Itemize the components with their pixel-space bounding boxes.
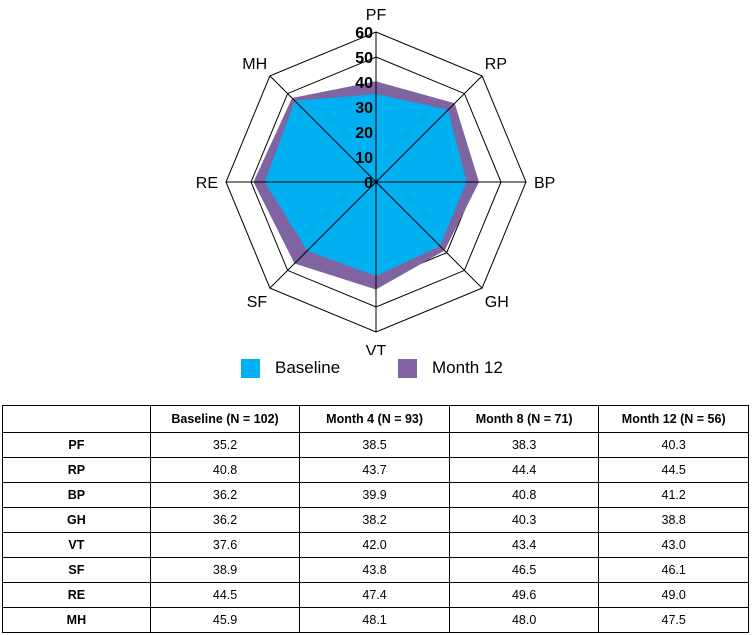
chart-legend: Baseline Month 12 [0,358,755,384]
table-header-cell: Baseline (N = 102) [149,405,301,433]
table-row: RE 44.5 47.4 49.6 49.0 [2,582,749,608]
radar-axis-label-vt: VT [366,343,387,355]
table-cell: 44.4 [448,457,600,483]
table-cell: 36.2 [149,482,301,508]
table-cell: 46.1 [598,557,749,583]
radar-axis-labels: PF RP BP GH VT SF RE MH [196,7,556,355]
radar-axis-label-sf: SF [247,294,268,311]
table-row: PF 35.2 38.5 38.3 40.3 [2,432,749,458]
data-table: Baseline (N = 102) Month 4 (N = 93) Mont… [2,405,749,633]
table-cell: 40.8 [149,457,301,483]
radar-axis-label-rp: RP [485,56,507,73]
table-cell: 38.8 [598,507,749,533]
legend-label-month12: Month 12 [432,358,503,377]
table-cell: 36.2 [149,507,301,533]
legend-label-baseline: Baseline [275,358,341,377]
table-cell: 35.2 [149,432,301,458]
radar-tick-label: 10 [355,150,373,167]
table-cell: 42.0 [299,532,450,558]
table-cell: 39.9 [299,482,450,508]
table-cell: 48.1 [299,607,450,633]
radar-area-baseline [264,94,467,276]
table-cell: 40.3 [448,507,600,533]
table-row-label: VT [2,532,151,558]
table-cell: 49.0 [598,582,749,608]
table-header-cell: Month 12 (N = 56) [598,405,749,433]
legend-item-baseline: Baseline [241,358,340,378]
table-header-cell: Month 8 (N = 71) [448,405,600,433]
table-cell: 38.3 [448,432,600,458]
table-row: BP 36.2 39.9 40.8 41.2 [2,482,749,508]
table-row-label: RP [2,457,151,483]
table-cell: 47.4 [299,582,450,608]
table-row: MH 45.9 48.1 48.0 47.5 [2,607,749,633]
table-row-label: SF [2,557,151,583]
table-row-label: BP [2,482,151,508]
radar-tick-label: 0 [364,175,373,192]
radar-axis-label-gh: GH [485,294,509,311]
table-cell: 46.5 [448,557,600,583]
table-cell: 38.5 [299,432,450,458]
radar-axis-label-mh: MH [242,56,267,73]
table-cell: 38.2 [299,507,450,533]
radar-spokes [226,32,526,332]
table-row-label: GH [2,507,151,533]
table-row-label: MH [2,607,151,633]
radar-tick-label: 20 [355,125,373,142]
table-cell: 41.2 [598,482,749,508]
table-row: RP 40.8 43.7 44.4 44.5 [2,457,749,483]
table-cell: 40.3 [598,432,749,458]
radar-spoke [375,75,483,183]
legend-swatch-baseline [241,358,260,378]
legend-swatch-month12 [398,358,417,378]
table-cell: 44.5 [149,582,301,608]
radar-spoke [269,75,377,183]
radar-series-areas [253,81,479,290]
table-cell: 48.0 [448,607,600,633]
radar-spoke [269,181,377,289]
table-cell: 43.4 [448,532,600,558]
radar-tick-label: 30 [355,100,373,117]
radar-tick-labels: 0 10 20 30 40 50 60 [355,25,373,192]
table-row: SF 38.9 43.8 46.5 46.1 [2,557,749,583]
radar-tick-label: 50 [355,50,373,67]
table-cell: 43.8 [299,557,450,583]
radar-tick-label: 40 [355,75,373,92]
table-header-cell: Month 4 (N = 93) [299,405,450,433]
table-cell: 40.8 [448,482,600,508]
table-row: GH 36.2 38.2 40.3 38.8 [2,507,749,533]
table-cell: 38.9 [149,557,301,583]
table-row: VT 37.6 42.0 43.4 43.0 [2,532,749,558]
legend-item-month12: Month 12 [398,358,503,378]
table-cell: 43.0 [598,532,749,558]
table-row-label: PF [2,432,151,458]
table-header-cell [2,405,151,433]
radar-spoke [375,181,483,289]
radar-axis-label-pf: PF [366,7,387,24]
table-header-row: Baseline (N = 102) Month 4 (N = 93) Mont… [2,405,749,433]
table-cell: 37.6 [149,532,301,558]
table-row-label: RE [2,582,151,608]
radar-axis-label-re: RE [196,175,218,192]
table-cell: 45.9 [149,607,301,633]
radar-tick-label: 60 [355,25,373,42]
table-cell: 44.5 [598,457,749,483]
radar-axis-label-bp: BP [534,175,555,192]
table-cell: 47.5 [598,607,749,633]
table-cell: 49.6 [448,582,600,608]
table-cell: 43.7 [299,457,450,483]
